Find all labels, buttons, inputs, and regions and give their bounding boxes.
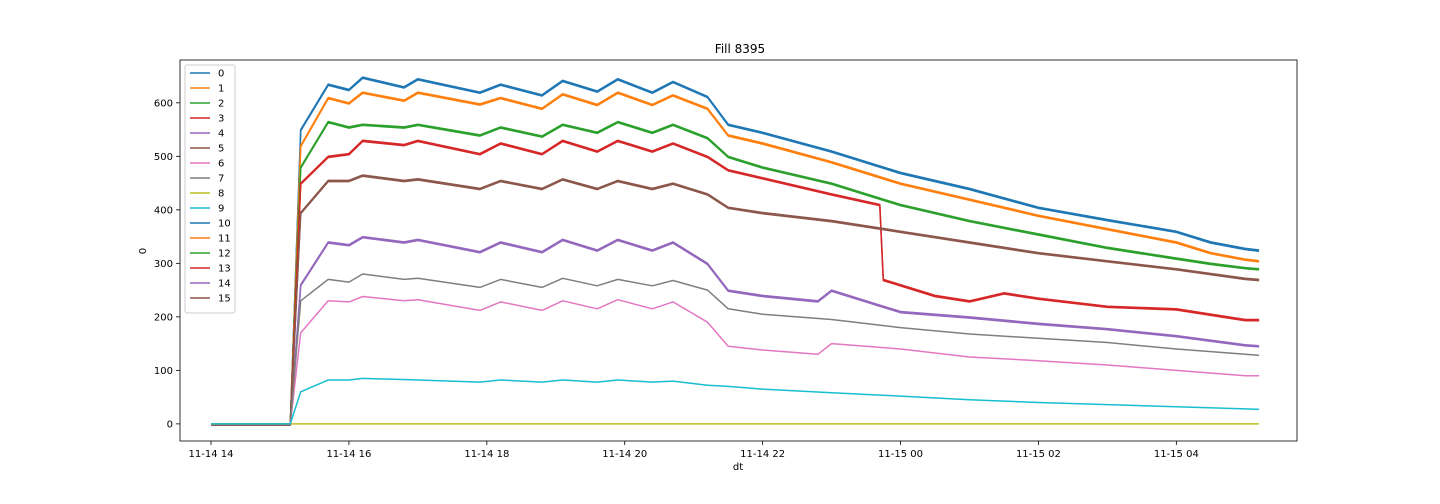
legend-label-7: 7	[218, 174, 224, 185]
series-line-10	[211, 77, 1260, 426]
legend-label-1: 1	[218, 84, 224, 95]
x-axis-label: dt	[733, 462, 743, 473]
x-axis: 11-14 14 11-14 16 11-14 18 11-14 20 11-14 22…	[189, 441, 1199, 460]
legend-label-4: 4	[218, 129, 224, 140]
series-line-14	[211, 237, 1260, 426]
series-line-15	[211, 175, 1260, 426]
x-tick-label: 11-14 14	[189, 449, 234, 460]
legend-label-2: 2	[218, 99, 224, 110]
series-line-13	[211, 140, 1260, 426]
y-tick-label: 100	[154, 366, 173, 377]
x-tick-label: 11-15 02	[1016, 449, 1061, 460]
legend-label-3: 3	[218, 114, 224, 125]
series-layer	[211, 76, 1260, 426]
series-line-1	[211, 91, 1260, 425]
legend-label-14: 14	[218, 279, 231, 290]
y-tick-label: 400	[154, 205, 173, 216]
plot-area-frame	[179, 59, 1298, 442]
legend-box	[184, 64, 236, 314]
series-line-11	[211, 92, 1260, 426]
series-line-5	[211, 174, 1260, 425]
legend-label-15: 15	[218, 294, 231, 305]
series-line-4	[211, 235, 1260, 425]
x-tick-label: 11-15 04	[1154, 449, 1199, 460]
x-tick-label: 11-15 00	[878, 449, 923, 460]
series-line-2	[211, 120, 1260, 425]
legend-label-13: 13	[218, 264, 231, 275]
legend-label-11: 11	[218, 234, 231, 245]
legend-label-9: 9	[218, 204, 224, 215]
legend-label-0: 0	[218, 69, 224, 80]
y-tick-label: 300	[154, 259, 173, 270]
y-tick-label: 500	[154, 152, 173, 163]
legend-label-5: 5	[218, 144, 224, 155]
y-tick-label: 0	[167, 419, 173, 430]
y-axis-label: 0	[138, 248, 149, 254]
chart-title: Fill 8395	[715, 42, 765, 56]
legend-label-8: 8	[218, 189, 224, 200]
x-tick-label: 11-14 16	[326, 449, 371, 460]
legend-label-10: 10	[218, 219, 231, 230]
series-line-0	[211, 76, 1260, 425]
series-line-12	[211, 121, 1260, 426]
y-tick-label: 600	[154, 98, 173, 109]
y-axis: 0 100 200 300 400 500 600	[154, 98, 180, 430]
legend-label-12: 12	[218, 249, 231, 260]
legend-label-6: 6	[218, 159, 224, 170]
y-tick-label: 200	[154, 312, 173, 323]
x-tick-label: 11-14 20	[602, 449, 647, 460]
series-line-7	[211, 273, 1260, 425]
series-line-6	[211, 295, 1260, 425]
series-line-3	[211, 139, 1260, 425]
x-tick-label: 11-14 22	[740, 449, 785, 460]
series-line-9	[211, 377, 1260, 425]
x-tick-label: 11-14 18	[464, 449, 509, 460]
